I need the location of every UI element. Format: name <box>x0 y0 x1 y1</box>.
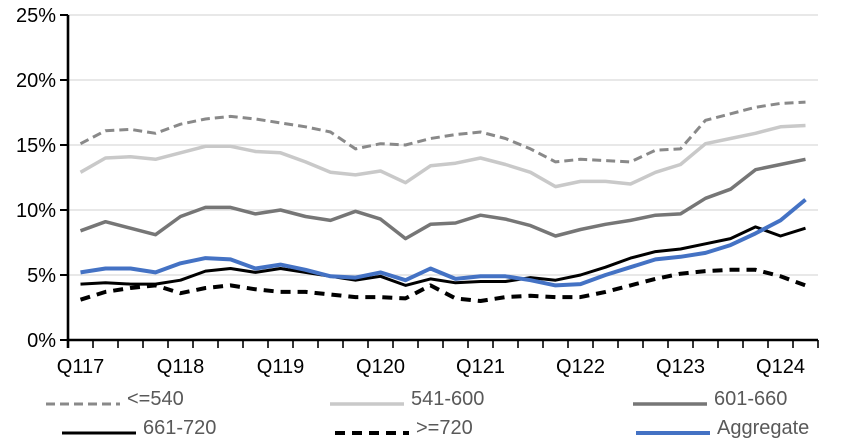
legend-item-aggregate: Aggregate <box>636 415 809 441</box>
x-tick-label: Q120 <box>356 356 405 378</box>
series-line--720 <box>79 267 807 303</box>
x-tick-label: Q123 <box>656 356 705 378</box>
y-tick-label: 20% <box>16 70 56 92</box>
legend-swatch-lightgray-icon <box>330 395 404 406</box>
legend-item-601-660: 601-660 <box>633 386 787 412</box>
x-tick-label: Q119 <box>257 356 304 378</box>
y-tick-label: 25% <box>16 5 56 27</box>
legend-swatch-gray-icon <box>633 395 707 406</box>
series-line-541-600 <box>79 123 806 189</box>
x-tick-label: Q118 <box>157 356 204 378</box>
legend-item-le540: <=540 <box>46 386 184 412</box>
legend-label-601-660: 601-660 <box>714 388 788 410</box>
y-tick-label: 5% <box>27 265 56 287</box>
legend-label-aggregate: Aggregate <box>717 417 810 439</box>
legend-row-2: 661-720 >=720 Aggregate <box>0 415 852 441</box>
legend-row-1: <=540 541-600 601-660 <box>0 386 852 412</box>
legend-swatch-line <box>330 402 404 406</box>
legend-label-ge720: >=720 <box>416 417 473 439</box>
legend-swatch-blue-icon <box>636 424 710 435</box>
legend-label-661-720: 661-720 <box>143 417 217 439</box>
legend-swatch-line <box>636 431 710 435</box>
series-line-601-660 <box>79 157 806 241</box>
legend-item-541-600: 541-600 <box>330 386 484 412</box>
legend-label-le540: <=540 <box>127 388 184 410</box>
legend-swatch-line <box>335 431 409 435</box>
legend-label-541-600: 541-600 <box>411 388 485 410</box>
y-tick-label: 15% <box>16 135 56 157</box>
series-line--540 <box>79 100 806 164</box>
legend-item-ge720: >=720 <box>335 415 473 441</box>
series-line-661-720 <box>80 225 806 287</box>
legend-swatch-black-icon <box>62 424 136 435</box>
y-tick-label: 0% <box>27 330 56 352</box>
legend-swatch-line <box>62 431 136 435</box>
legend-swatch-dashed-gray-icon <box>46 395 120 406</box>
x-tick-label: Q122 <box>556 356 605 378</box>
legend-swatch-line <box>633 402 707 406</box>
legend-swatch-dashed-black-icon <box>335 424 409 435</box>
legend-item-661-720: 661-720 <box>62 415 216 441</box>
x-tick-label: Q117 <box>57 356 104 378</box>
x-tick-label: Q121 <box>456 356 505 378</box>
series-line-aggregate <box>80 198 807 288</box>
legend-swatch-line <box>46 402 120 406</box>
x-tick-label: Q124 <box>756 356 805 378</box>
y-tick-label: 10% <box>16 200 56 222</box>
